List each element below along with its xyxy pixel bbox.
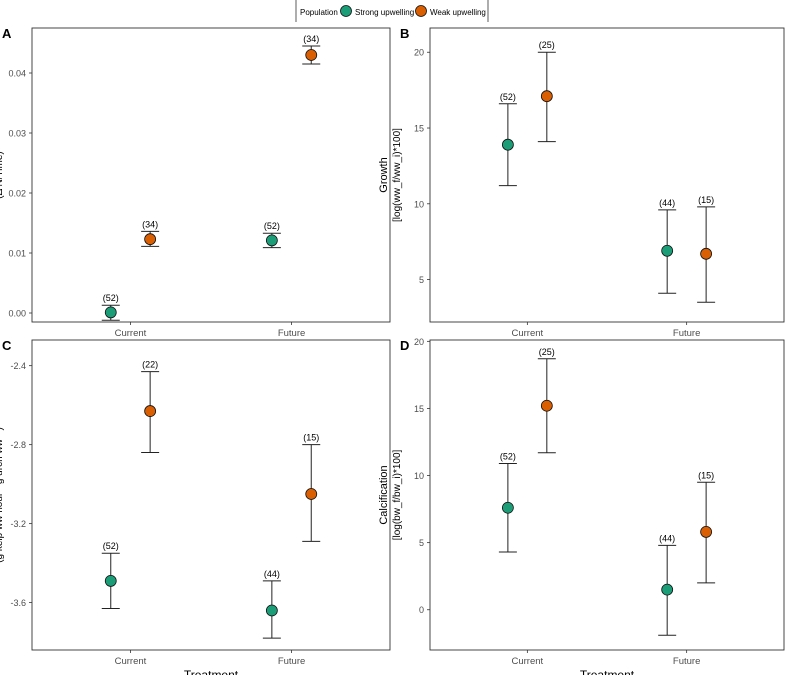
y-tick-label: 0.01 xyxy=(8,249,26,259)
y-tick-label: 20 xyxy=(414,48,424,58)
y-axis-label-unit: (g kelp ww hour⁻¹g urch ww⁻¹) xyxy=(0,427,5,563)
sample-size-label: (34) xyxy=(142,219,158,229)
sample-size-label: (34) xyxy=(303,34,319,44)
data-point xyxy=(265,234,278,247)
panel-label: A xyxy=(2,26,12,41)
panel-label: D xyxy=(400,338,409,353)
legend-swatch-strong xyxy=(340,5,352,17)
sample-size-label: (44) xyxy=(659,198,675,208)
x-tick-label: Future xyxy=(673,656,700,667)
panel-label: C xyxy=(2,338,12,353)
y-tick-label: 5 xyxy=(419,538,424,548)
sample-size-label: (52) xyxy=(103,293,119,303)
data-point xyxy=(700,247,713,260)
sample-size-label: (52) xyxy=(500,451,516,461)
sample-size-label: (22) xyxy=(142,360,158,370)
y-axis-label: Growth xyxy=(378,157,390,192)
y-tick-label: 0.04 xyxy=(8,69,26,79)
panel-d: D 0 5 10 15 20 Current Future Treatment Calcifica… xyxy=(378,337,785,675)
data-point xyxy=(305,49,318,61)
y-axis-label-unit: [log(ww_f/ww_i)*100] xyxy=(392,128,403,222)
x-tick-label: Future xyxy=(673,328,700,339)
legend-title: Population xyxy=(300,8,338,17)
panel-a: A0.000.010.020.030.04CurrentFutureMortal… xyxy=(0,26,391,339)
sample-size-label: (44) xyxy=(659,533,675,543)
y-tick-label: 0 xyxy=(419,605,424,615)
legend-label-weak: Weak upwelling xyxy=(430,8,486,17)
sample-size-label: (25) xyxy=(539,40,555,50)
data-point xyxy=(661,583,674,596)
data-point xyxy=(144,233,157,246)
data-point xyxy=(265,604,278,617)
data-point xyxy=(540,90,553,103)
legend: Population Strong upwelling Weak upwelli… xyxy=(295,0,489,22)
y-tick-label: 15 xyxy=(414,404,424,414)
data-point xyxy=(501,501,514,514)
y-tick-label: -2.4 xyxy=(10,361,26,371)
y-tick-label: 0.02 xyxy=(8,189,26,199)
x-tick-label: Future xyxy=(278,328,305,339)
y-tick-label: -2.8 xyxy=(10,440,26,450)
y-tick-label: 0.03 xyxy=(8,129,26,139)
legend-swatch-weak xyxy=(415,5,427,17)
y-axis-label-unit: (Δ N/Time) xyxy=(0,151,5,198)
data-point xyxy=(305,488,318,500)
sample-size-label: (15) xyxy=(698,470,714,480)
legend-label-strong: Strong upwelling xyxy=(355,8,414,17)
data-point xyxy=(104,306,117,319)
y-tick-label: 15 xyxy=(414,124,424,134)
y-tick-label: -3.2 xyxy=(10,519,26,529)
plot-frame xyxy=(31,27,391,323)
y-tick-label: 5 xyxy=(419,275,424,285)
plot-frame xyxy=(429,339,785,651)
y-tick-label: 20 xyxy=(414,337,424,347)
data-point xyxy=(700,526,713,538)
data-point xyxy=(104,574,117,587)
plot-frame xyxy=(429,27,785,323)
sample-size-label: (25) xyxy=(539,347,555,357)
data-point xyxy=(501,138,514,151)
data-point xyxy=(661,244,674,257)
x-tick-label: Current xyxy=(512,328,544,339)
panel-label: B xyxy=(400,26,409,41)
x-tick-label: Current xyxy=(115,328,147,339)
sample-size-label: (15) xyxy=(698,195,714,205)
x-tick-label: Current xyxy=(115,656,147,667)
x-tick-label: Future xyxy=(278,656,305,667)
x-axis-label: Treatment xyxy=(184,668,239,675)
x-tick-label: Current xyxy=(512,656,544,667)
sample-size-label: (44) xyxy=(264,569,280,579)
data-point xyxy=(540,399,553,412)
sample-size-label: (15) xyxy=(303,433,319,443)
plot-frame xyxy=(31,339,391,651)
y-tick-label: 10 xyxy=(414,199,424,209)
x-axis-label: Treatment xyxy=(580,668,635,675)
panel-b: B 5 10 15 20 Current Future Growth [log(ww_f/ww_… xyxy=(378,26,785,339)
y-axis-label: Calcification xyxy=(378,465,390,524)
panel-c: C-3.6-3.2-2.8-2.4CurrentFutureTreatmentG… xyxy=(0,338,391,675)
sample-size-label: (52) xyxy=(264,221,280,231)
y-tick-label: 0.00 xyxy=(8,309,26,319)
data-point xyxy=(144,405,157,417)
y-axis-label-unit: [log(bw_f/bw_i)*100] xyxy=(392,449,403,540)
sample-size-label: (52) xyxy=(103,541,119,551)
y-tick-label: 10 xyxy=(414,471,424,481)
sample-size-label: (52) xyxy=(500,92,516,102)
y-tick-label: -3.6 xyxy=(10,598,26,608)
